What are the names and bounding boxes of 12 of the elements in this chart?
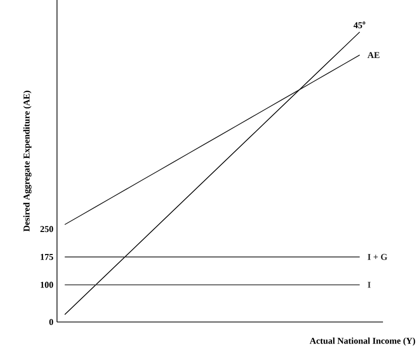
y-tick-label: 250: [40, 226, 54, 232]
series-label: 45$^{o}$: [354, 22, 366, 28]
line-series: [64, 54, 360, 225]
x-axis-title: Actual National Income (Y): [310, 338, 416, 346]
series-label: AE: [368, 52, 380, 58]
y-tick-label: 175: [40, 254, 54, 260]
y-axis-title: Desired Aggregate Expenditure (AE): [23, 90, 32, 232]
series-label: I + G: [368, 254, 388, 260]
line-series: [64, 32, 360, 315]
y-tick-label: 0: [49, 318, 54, 326]
y-tick-label: 100: [40, 282, 54, 288]
series-label: I: [368, 282, 371, 288]
